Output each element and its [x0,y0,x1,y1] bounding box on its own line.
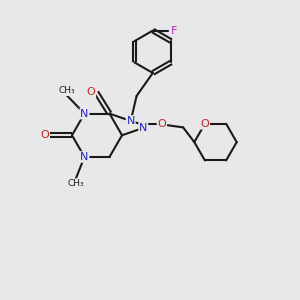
Text: N: N [80,109,89,118]
Text: N: N [139,123,147,133]
Text: O: O [87,87,95,98]
Text: N: N [127,116,135,126]
Text: CH₃: CH₃ [67,179,84,188]
Text: O: O [158,119,166,129]
Text: F: F [171,26,177,36]
Text: N: N [80,152,89,162]
Text: O: O [200,119,209,129]
Text: O: O [40,130,49,140]
Text: CH₃: CH₃ [58,86,75,95]
